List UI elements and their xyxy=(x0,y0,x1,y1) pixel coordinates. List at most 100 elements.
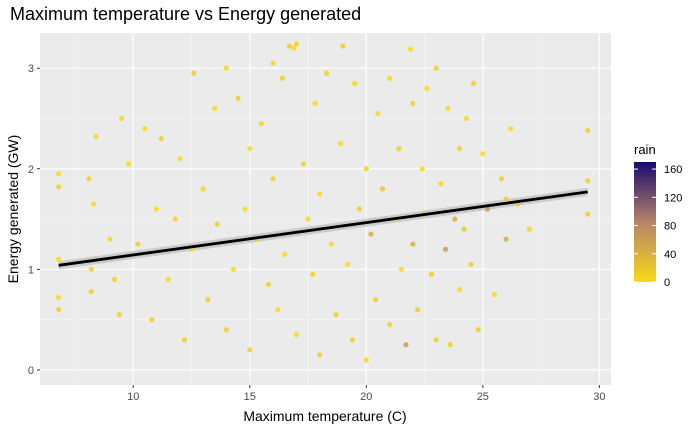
data-point xyxy=(373,296,379,303)
x-tick-label: 10 xyxy=(127,391,139,403)
data-point xyxy=(205,296,211,303)
data-point xyxy=(324,70,330,76)
data-point xyxy=(410,241,416,247)
data-point xyxy=(279,75,285,81)
data-point xyxy=(293,332,299,338)
legend-tick-label: 80 xyxy=(664,221,676,233)
data-point xyxy=(293,41,299,47)
data-point xyxy=(452,216,458,222)
legend-tick-label: 160 xyxy=(664,164,682,176)
data-point xyxy=(305,216,311,222)
data-point xyxy=(445,105,451,112)
data-point xyxy=(125,161,132,167)
data-point xyxy=(116,312,122,318)
data-point xyxy=(56,306,62,313)
data-point xyxy=(56,294,62,301)
y-tick-label: 0 xyxy=(28,365,34,377)
legend: rain 0 40 80 120 160 xyxy=(634,142,682,289)
legend-colorbar xyxy=(634,162,656,282)
data-point xyxy=(398,266,404,272)
x-tick-label: 20 xyxy=(360,391,372,403)
data-point xyxy=(386,322,393,328)
data-point xyxy=(386,75,393,81)
data-point xyxy=(461,226,467,232)
x-axis-ticks: 10 15 20 25 30 xyxy=(127,385,605,403)
trend-line xyxy=(58,190,588,267)
data-point xyxy=(508,125,514,132)
x-tick-label: 15 xyxy=(244,391,256,403)
y-axis-title: Energy generated (GW) xyxy=(5,135,21,284)
data-point xyxy=(356,206,362,212)
data-point xyxy=(242,206,248,212)
data-point xyxy=(428,271,435,277)
data-point xyxy=(181,337,188,343)
data-point xyxy=(526,226,533,232)
data-point xyxy=(345,261,351,267)
data-point xyxy=(88,288,94,295)
data-point xyxy=(503,236,509,242)
legend-tick-label: 120 xyxy=(664,192,682,204)
data-point xyxy=(328,241,334,247)
data-point xyxy=(468,261,474,267)
data-points xyxy=(56,41,591,363)
legend-tick-label: 0 xyxy=(664,277,670,289)
data-point xyxy=(191,70,197,76)
data-point xyxy=(456,146,463,152)
data-point xyxy=(463,115,470,122)
data-point xyxy=(118,115,125,122)
data-point xyxy=(475,327,481,333)
data-point xyxy=(363,166,369,172)
data-point xyxy=(585,211,591,217)
data-point xyxy=(403,342,409,348)
data-point xyxy=(585,127,591,134)
data-point xyxy=(93,133,99,140)
data-point xyxy=(442,246,449,252)
data-point xyxy=(165,276,171,282)
data-point xyxy=(282,251,288,257)
y-axis-ticks: 0 1 2 3 xyxy=(28,63,40,377)
data-point xyxy=(172,216,178,222)
data-point xyxy=(438,181,444,187)
data-point xyxy=(275,306,281,313)
y-tick-label: 2 xyxy=(28,164,34,176)
legend-ticks: 0 40 80 120 160 xyxy=(634,164,682,289)
data-point xyxy=(338,141,344,147)
x-axis-title: Maximum temperature (C) xyxy=(243,408,406,424)
data-point xyxy=(56,171,62,177)
data-point xyxy=(396,146,402,152)
x-tick-label: 30 xyxy=(593,391,605,403)
data-point xyxy=(333,312,339,318)
data-point xyxy=(424,85,430,91)
data-point xyxy=(91,201,97,207)
data-point xyxy=(214,221,220,227)
grid xyxy=(40,33,611,385)
data-point xyxy=(447,342,453,348)
data-point xyxy=(380,186,386,192)
data-point xyxy=(291,45,297,51)
data-point xyxy=(410,100,416,106)
data-point xyxy=(247,146,253,152)
data-point xyxy=(286,43,292,49)
data-point xyxy=(585,178,591,184)
data-point xyxy=(270,60,276,66)
data-point xyxy=(235,95,241,101)
data-point xyxy=(491,291,498,298)
data-point xyxy=(247,347,253,353)
data-point xyxy=(56,256,62,262)
data-point xyxy=(177,156,183,162)
data-point xyxy=(258,120,265,127)
chart-title: Maximum temperature vs Energy generated xyxy=(10,4,361,24)
data-point xyxy=(317,191,323,197)
data-point xyxy=(135,241,141,247)
data-point xyxy=(363,357,369,363)
x-tick-label: 25 xyxy=(477,391,489,403)
data-point xyxy=(375,110,381,117)
trend-line-path xyxy=(58,190,588,267)
data-point xyxy=(368,231,374,237)
data-point xyxy=(433,65,439,71)
data-point xyxy=(414,306,421,313)
data-point xyxy=(300,161,306,167)
data-point xyxy=(407,46,414,52)
data-point xyxy=(310,271,316,277)
